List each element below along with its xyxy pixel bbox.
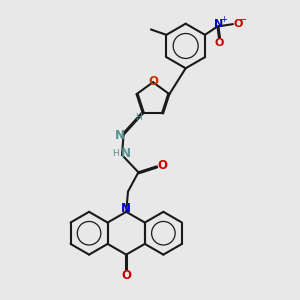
Text: N: N xyxy=(121,202,131,215)
Text: +: + xyxy=(220,15,227,24)
Text: O: O xyxy=(214,38,224,48)
Text: −: − xyxy=(239,15,247,25)
Text: O: O xyxy=(121,269,131,282)
Text: H: H xyxy=(135,113,142,122)
Text: O: O xyxy=(148,75,158,88)
Text: O: O xyxy=(157,159,167,172)
Text: N: N xyxy=(115,129,125,142)
Text: O: O xyxy=(234,19,243,29)
Text: N: N xyxy=(214,19,224,29)
Text: N: N xyxy=(121,147,130,160)
Text: H: H xyxy=(112,149,119,158)
